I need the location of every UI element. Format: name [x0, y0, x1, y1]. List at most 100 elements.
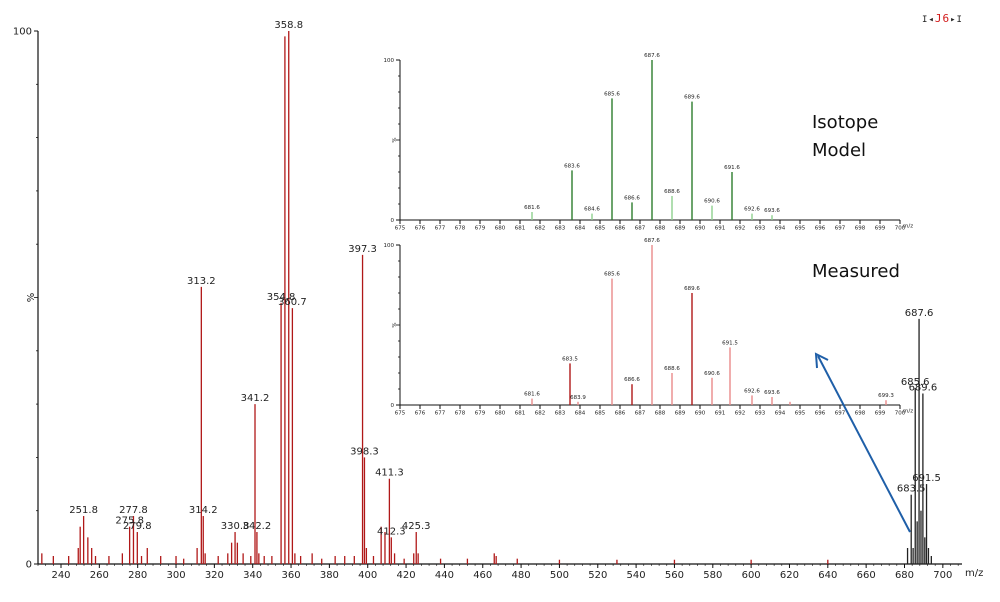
- x-tick-label: 698: [855, 411, 866, 417]
- x-tick-label: 696: [815, 226, 826, 232]
- x-tick-label: 688: [655, 411, 666, 417]
- x-tick-label: 688: [655, 226, 666, 232]
- x-tick-label: 380: [320, 570, 339, 581]
- x-tick-label: 681: [515, 226, 526, 232]
- measured-inset: 0 100% 675 676 677 678 679 680 681 682 683 684 685 68…: [384, 238, 914, 417]
- x-tick-label: 696: [815, 411, 826, 417]
- x-tick-label: 689: [675, 411, 686, 417]
- x-tick-label: 520: [588, 570, 607, 581]
- x-tick-label: 693: [755, 411, 766, 417]
- x-tick-label: 694: [775, 226, 786, 232]
- x-tick-label: 640: [818, 570, 837, 581]
- x-tick-label: 679: [475, 411, 486, 417]
- spectrum-id: J6: [934, 12, 951, 25]
- x-tick-label: 684: [575, 226, 586, 232]
- x-tick-label: 686: [615, 411, 626, 417]
- x-tick-label: 681: [515, 411, 526, 417]
- nav-first-icon[interactable]: I◂: [922, 15, 935, 25]
- x-tick-label: 679: [475, 226, 486, 232]
- peak-label: 330.8: [221, 521, 250, 532]
- x-tick-label: 300: [166, 570, 185, 581]
- peak-label: 699.3: [878, 393, 894, 399]
- x-tick-label: 580: [703, 570, 722, 581]
- peak-label: 691.5: [722, 340, 738, 346]
- peak-label: 681.6: [524, 205, 540, 211]
- x-tick-label: 694: [775, 411, 786, 417]
- x-tick-label: 695: [795, 226, 806, 232]
- x-tick-label: 692: [735, 411, 746, 417]
- peak-label: 690.6: [704, 371, 720, 377]
- x-tick-label: 540: [627, 570, 646, 581]
- y-axis-label: %: [26, 293, 37, 303]
- nav-last-icon[interactable]: ▸I: [950, 15, 963, 25]
- peak-label: 688.6: [664, 189, 680, 195]
- x-tick-label: 695: [795, 411, 806, 417]
- peak-label: 354.8: [267, 292, 296, 303]
- x-tick-label: 620: [780, 570, 799, 581]
- peak-label: 683.5: [562, 356, 578, 362]
- y-axis-label: %: [392, 137, 398, 142]
- x-axis-label: m/z: [903, 224, 913, 230]
- y-tick-label: 0: [391, 218, 395, 224]
- peak-label: 683.6: [564, 163, 580, 169]
- peak-label: 360.7: [278, 297, 307, 308]
- peak-label: 398.3: [350, 446, 379, 457]
- x-tick-label: 683: [555, 226, 566, 232]
- x-tick-label: 684: [575, 411, 586, 417]
- y-tick-label: 100: [384, 58, 395, 64]
- y-axis-label: %: [392, 322, 398, 327]
- x-tick-label: 689: [675, 226, 686, 232]
- peak-label: 358.8: [274, 20, 303, 31]
- x-tick-label: 460: [473, 570, 492, 581]
- x-tick-label: 692: [735, 226, 746, 232]
- x-tick-label: 560: [665, 570, 684, 581]
- peak-label: 684.6: [584, 207, 600, 213]
- arrow-shaft: [817, 355, 911, 533]
- y-tick-label: 0: [26, 559, 32, 570]
- x-tick-label: 690: [695, 226, 706, 232]
- peak-label: 691.5: [912, 473, 941, 484]
- y-tick-label: 100: [13, 26, 32, 37]
- peak-label: 683.5: [897, 484, 926, 495]
- x-tick-label: 691: [715, 226, 726, 232]
- x-tick-label: 687: [635, 226, 646, 232]
- x-tick-label: 360: [281, 570, 300, 581]
- x-tick-label: 320: [205, 570, 224, 581]
- x-tick-label: 260: [90, 570, 109, 581]
- peak-label: 685.6: [901, 377, 930, 388]
- x-tick-label: 693: [755, 226, 766, 232]
- x-tick-label: 697: [835, 411, 846, 417]
- peak-label: 687.6: [644, 238, 660, 244]
- x-tick-label: 676: [415, 411, 426, 417]
- x-axis-label: m/z: [903, 409, 913, 415]
- peak-label: 314.2: [189, 505, 218, 516]
- x-tick-label: 676: [415, 226, 426, 232]
- x-tick-label: 400: [358, 570, 377, 581]
- peak-label: 685.6: [604, 272, 620, 278]
- x-tick-label: 682: [535, 411, 546, 417]
- x-tick-label: 699: [875, 226, 886, 232]
- x-tick-label: 690: [695, 411, 706, 417]
- y-tick-label: 100: [384, 243, 395, 249]
- peak-label: 275.8: [115, 516, 144, 527]
- x-tick-label: 697: [835, 226, 846, 232]
- peak-label: 341.2: [241, 393, 270, 404]
- x-tick-label: 480: [512, 570, 531, 581]
- peak-label: 693.6: [764, 390, 780, 396]
- x-tick-label: 240: [51, 570, 70, 581]
- peak-label: 689.6: [684, 95, 700, 101]
- x-tick-label: 420: [397, 570, 416, 581]
- x-tick-label: 700: [933, 570, 952, 581]
- x-tick-label: 680: [495, 411, 506, 417]
- peak-label: 251.8: [69, 505, 98, 516]
- x-tick-label: 683: [555, 411, 566, 417]
- x-tick-label: 677: [435, 226, 446, 232]
- x-tick-label: 440: [435, 570, 454, 581]
- peak-label: 411.3: [375, 468, 404, 479]
- peak-label: 425.3: [402, 521, 431, 532]
- peak-label: 313.2: [187, 276, 216, 287]
- peak-label: 692.6: [744, 388, 760, 394]
- peak-label: 277.8: [119, 505, 148, 516]
- x-tick-label: 280: [128, 570, 147, 581]
